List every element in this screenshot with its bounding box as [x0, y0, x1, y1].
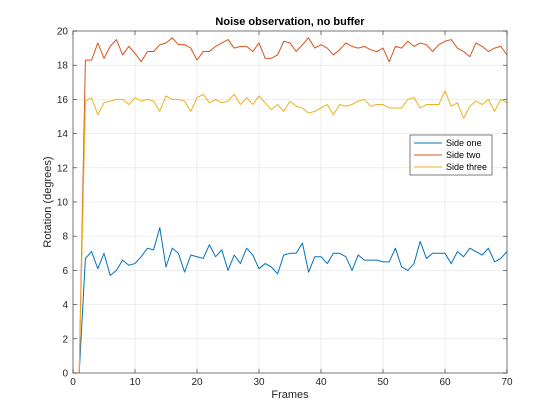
y-tick-label: 4: [62, 300, 68, 311]
series-line-3: [78, 90, 508, 374]
y-axis-label: Rotation (degrees): [42, 156, 54, 247]
y-tick-label: 20: [57, 27, 69, 38]
y-tick-label: 12: [57, 163, 69, 174]
legend: Side one Side two Side three: [409, 134, 493, 176]
series-layer: [78, 37, 508, 374]
legend-entry-3: Side three: [446, 162, 487, 172]
y-tick-label: 16: [57, 95, 69, 106]
x-tick-label: 30: [253, 377, 265, 388]
legend-entry-2: Side two: [446, 150, 481, 160]
x-tick-label: 0: [70, 377, 76, 388]
x-tick-label: 20: [191, 377, 203, 388]
y-tick-label: 10: [57, 198, 69, 209]
y-tick-label: 8: [62, 232, 68, 243]
x-tick-label: 10: [129, 377, 141, 388]
x-tick-label: 50: [377, 377, 389, 388]
y-tick-label: 0: [62, 369, 68, 380]
x-tick-label: 40: [315, 377, 327, 388]
y-tick-label: 6: [62, 266, 68, 277]
axes: 0 10 20 30 40 50 60 70 0 2 4 6 8 10 12 14 16 18 20: [57, 27, 513, 389]
series-line-2: [78, 37, 508, 374]
y-tick-label: 2: [62, 334, 68, 345]
x-tick-label: 70: [501, 377, 513, 388]
chart-title: Noise observation, no buffer: [215, 16, 365, 28]
series-line-1: [78, 227, 508, 374]
x-tick-label: 60: [439, 377, 451, 388]
x-axis-label: Frames: [271, 389, 309, 401]
legend-entry-1: Side one: [446, 138, 482, 148]
y-tick-label: 18: [57, 61, 69, 72]
y-tick-label: 14: [57, 129, 69, 140]
